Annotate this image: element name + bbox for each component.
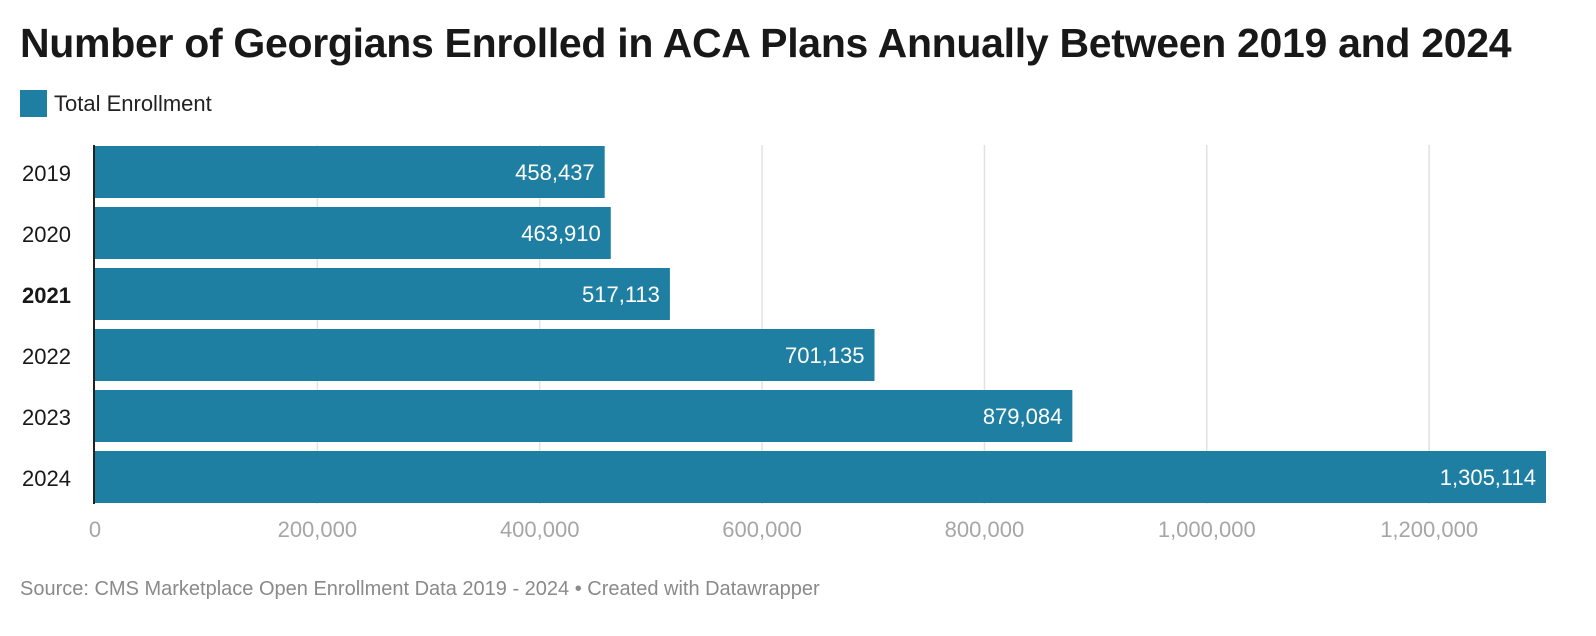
bar bbox=[95, 390, 1073, 442]
category-label: 2023 bbox=[22, 405, 71, 430]
x-tick-label: 1,000,000 bbox=[1158, 517, 1256, 542]
chart-title: Number of Georgians Enrolled in ACA Plan… bbox=[20, 20, 1512, 66]
bar bbox=[95, 268, 670, 320]
category-label: 2024 bbox=[22, 466, 71, 491]
x-tick-label: 200,000 bbox=[278, 517, 358, 542]
legend-swatch bbox=[20, 90, 47, 117]
bar bbox=[95, 146, 605, 198]
data-label: 458,437 bbox=[515, 160, 595, 185]
category-label: 2019 bbox=[22, 161, 71, 186]
category-label: 2021 bbox=[22, 283, 71, 308]
bar bbox=[95, 329, 875, 381]
legend: Total Enrollment bbox=[20, 90, 212, 117]
bar-chart: 458,437 463,910 517,113 701,135 879,084 1,305… bbox=[22, 145, 1546, 542]
category-labels: 2019 2020 2021 2022 2023 2024 bbox=[22, 161, 71, 491]
x-axis-tick-labels: 0 200,000 400,000 600,000 800,000 1,000,000 1,… bbox=[89, 517, 1478, 542]
data-label: 879,084 bbox=[983, 404, 1063, 429]
x-tick-label: 1,200,000 bbox=[1380, 517, 1478, 542]
legend-label: Total Enrollment bbox=[54, 90, 212, 116]
data-label: 517,113 bbox=[582, 282, 660, 307]
gridlines bbox=[316, 145, 1430, 504]
x-tick-label: 0 bbox=[89, 517, 101, 542]
x-tick-label: 400,000 bbox=[500, 517, 580, 542]
data-label: 463,910 bbox=[521, 221, 601, 246]
category-label: 2022 bbox=[22, 344, 71, 369]
bar bbox=[95, 207, 611, 259]
source-note: Source: CMS Marketplace Open Enrollment … bbox=[20, 578, 820, 600]
data-labels: 458,437 463,910 517,113 701,135 879,084 1,305… bbox=[515, 160, 1536, 490]
x-tick-label: 600,000 bbox=[722, 517, 802, 542]
bar bbox=[95, 451, 1546, 503]
bars bbox=[95, 146, 1546, 503]
data-label: 1,305,114 bbox=[1440, 465, 1536, 490]
category-label: 2020 bbox=[22, 222, 71, 247]
data-label: 701,135 bbox=[785, 343, 865, 368]
x-tick-label: 800,000 bbox=[945, 517, 1025, 542]
